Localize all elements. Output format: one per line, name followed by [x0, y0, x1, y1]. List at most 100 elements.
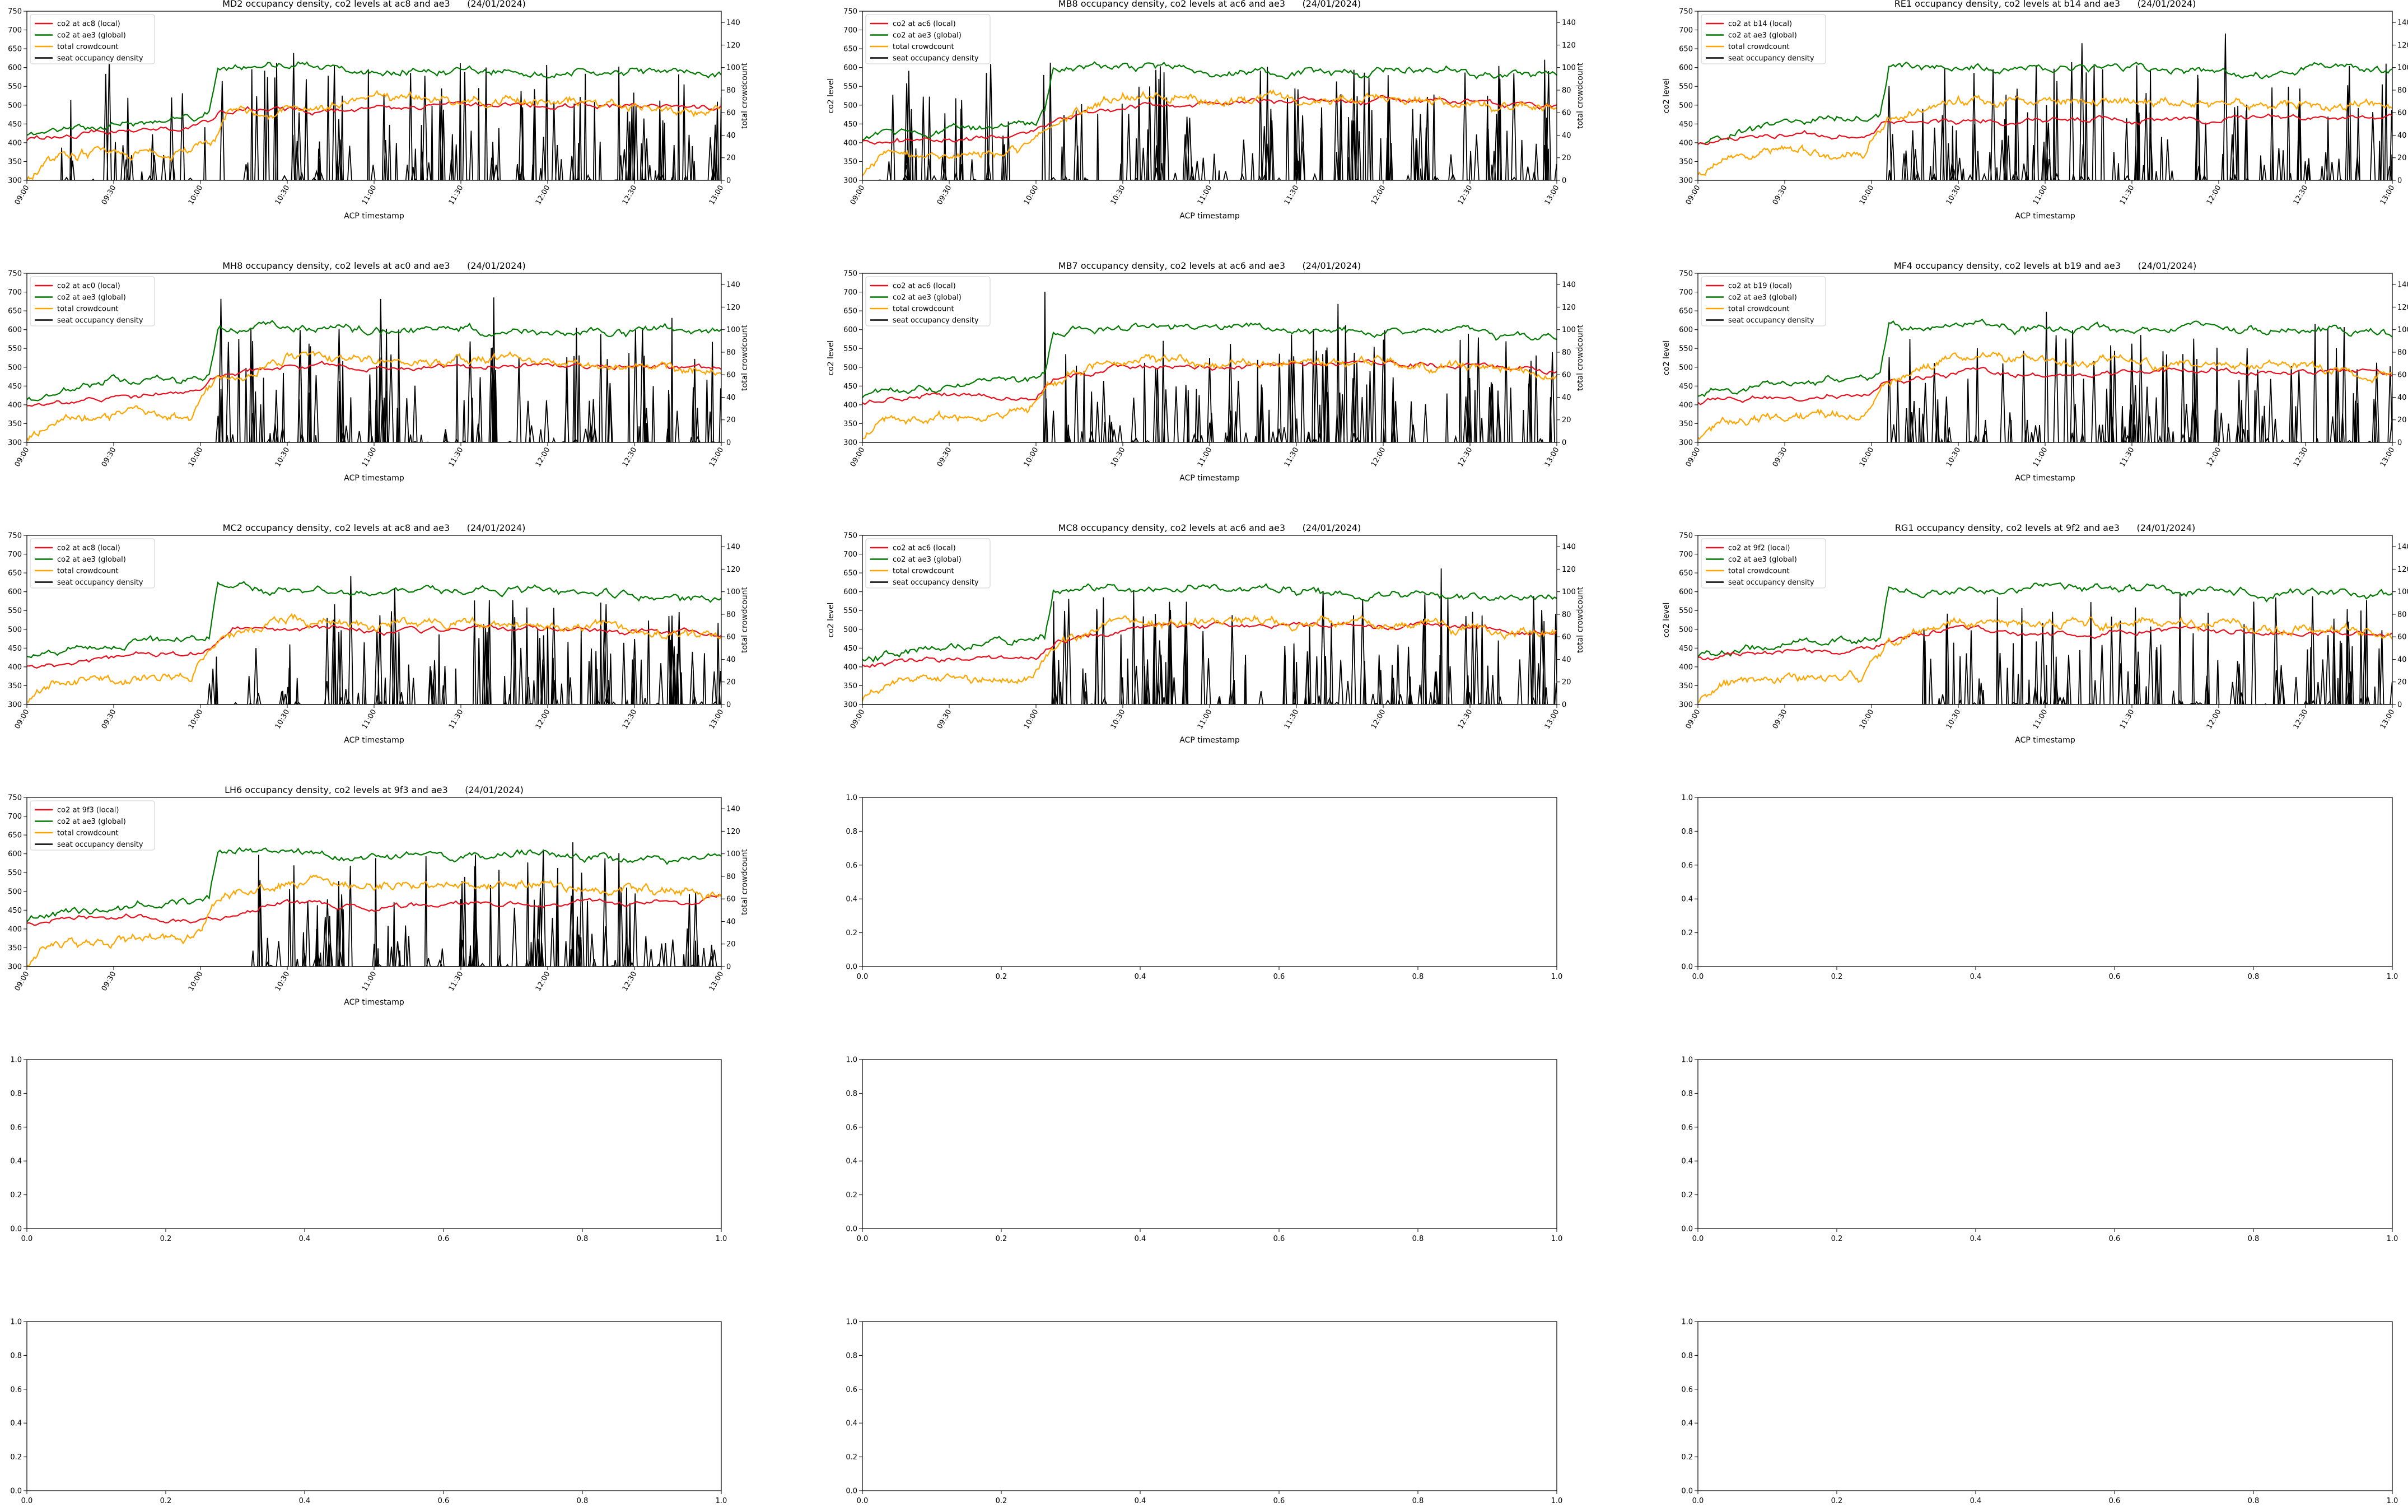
x-tick-label: 13:00 — [708, 446, 726, 469]
series-co2-global — [862, 322, 1557, 399]
legend-box — [30, 276, 155, 326]
series-co2-local — [27, 894, 721, 926]
y2-tick-label: 140 — [726, 543, 740, 552]
plot-area — [27, 576, 721, 704]
y2-tick-label: 80 — [2397, 610, 2407, 619]
legend-box — [30, 800, 155, 851]
y-tick-label: 700 — [843, 550, 857, 559]
y-tick-label: 500 — [8, 101, 22, 110]
y-tick-label: 400 — [1679, 139, 1693, 147]
y-tick-label: 500 — [8, 888, 22, 896]
y2-axis-label: total crowdcount — [1576, 62, 1585, 129]
y2-tick-label: 40 — [1562, 656, 1571, 664]
y2-tick-label: 140 — [726, 281, 740, 290]
y-tick-label: 700 — [843, 26, 857, 35]
y-tick-label: 0.2 — [846, 1191, 857, 1200]
x-tick-label: 1.0 — [1551, 1235, 1563, 1243]
x-axis-label: ACP timestamp — [344, 998, 404, 1007]
legend-entry: co2 at ac6 (local) — [893, 20, 956, 29]
y-tick-label: 0.0 — [846, 1487, 857, 1496]
x-tick-label: 0.2 — [1831, 1497, 1843, 1505]
y-tick-label: 350 — [1679, 420, 1693, 428]
y-tick-label: 0.2 — [10, 1191, 22, 1200]
y-tick-label: 300 — [8, 439, 22, 447]
x-tick-label: 09:30 — [100, 708, 118, 731]
y-tick-label: 450 — [8, 382, 22, 391]
x-tick-label: 0.0 — [1692, 973, 1704, 981]
y-tick-label: 750 — [1679, 8, 1693, 16]
x-tick-label: 10:30 — [1109, 708, 1127, 731]
y-tick-label: 700 — [8, 26, 22, 35]
subplot-6: MF4 occupancy density, co2 levels at b19… — [1662, 260, 2408, 483]
x-tick-label: 12:00 — [2205, 184, 2223, 207]
y-tick-label: 0.8 — [846, 1352, 857, 1360]
y2-tick-label: 60 — [2397, 633, 2407, 642]
legend-entry: total crowdcount — [57, 305, 119, 314]
legend: co2 at 9f2 (local) co2 at ae3 (global) tot… — [1701, 538, 1826, 589]
plot-area — [862, 568, 1557, 704]
legend-box — [865, 14, 991, 64]
y-tick-label: 700 — [8, 813, 22, 821]
x-tick-label: 13:00 — [1543, 184, 1561, 207]
legend-entry: co2 at b19 (local) — [1728, 282, 1792, 291]
x-tick-label: 10:30 — [1945, 446, 1963, 469]
y-tick-label: 450 — [843, 382, 857, 391]
y-tick-label: 350 — [1679, 158, 1693, 166]
x-tick-label: 0.6 — [2109, 1235, 2121, 1243]
x-tick-label: 11:30 — [1283, 708, 1301, 731]
y2-tick-label: 100 — [726, 588, 740, 596]
y-tick-label: 0.8 — [1681, 1090, 1693, 1098]
y2-tick-label: 100 — [1562, 64, 1576, 72]
legend-entry: co2 at ae3 (global) — [893, 556, 962, 564]
x-tick-label: 11:30 — [447, 446, 465, 469]
x-tick-label: 1.0 — [2387, 1497, 2398, 1505]
y-tick-label: 0.0 — [10, 1225, 22, 1234]
x-tick-label: 11:00 — [361, 184, 379, 207]
y2-tick-label: 60 — [2397, 109, 2407, 118]
y-tick-label: 0.8 — [846, 1090, 857, 1098]
subplot-11: 0.00.0 0.2 0.2 0.4 0.4 0.6 0.6 0.8 0.8 1.0 1.0 — [846, 794, 1562, 982]
y-tick-label: 350 — [843, 420, 857, 428]
x-tick-label: 0.6 — [1273, 973, 1285, 981]
y-tick-label: 750 — [8, 8, 22, 16]
y-tick-label: 400 — [1679, 663, 1693, 671]
legend-entry: seat occupancy density — [893, 578, 979, 587]
series-co2-global — [27, 581, 721, 659]
x-tick-label: 0.2 — [160, 1497, 172, 1505]
y2-tick-label: 80 — [1562, 610, 1571, 619]
y2-tick-label: 0 — [2397, 701, 2402, 710]
x-tick-label: 0.0 — [857, 973, 869, 981]
series-co2-local — [862, 621, 1557, 668]
y2-tick-label: 120 — [726, 41, 740, 50]
series-co2-global — [862, 61, 1557, 141]
x-tick-label: 0.4 — [1135, 1497, 1146, 1505]
chart-title: MB7 occupancy density, co2 levels at ac6… — [1058, 260, 1361, 271]
chart-title: MH8 occupancy density, co2 levels at ac0… — [222, 260, 526, 271]
y2-tick-label: 60 — [726, 109, 736, 118]
legend-entry: co2 at ae3 (global) — [57, 818, 126, 826]
y-tick-label: 600 — [1679, 64, 1693, 72]
y2-tick-label: 120 — [726, 828, 740, 836]
x-tick-label: 11:00 — [1196, 184, 1214, 207]
legend-entry: co2 at ac6 (local) — [893, 544, 956, 553]
y-tick-label: 0.2 — [846, 1453, 857, 1462]
plot-area — [27, 842, 721, 967]
y2-tick-label: 140 — [726, 19, 740, 27]
series-co2-global — [862, 583, 1557, 663]
y-tick-label: 0.0 — [10, 1487, 22, 1496]
y-tick-label: 350 — [1679, 682, 1693, 690]
legend-entry: co2 at ae3 (global) — [57, 556, 126, 564]
y-tick-label: 700 — [1679, 288, 1693, 297]
y-axis-label: co2 level — [827, 78, 836, 114]
y-tick-label: 300 — [8, 177, 22, 185]
y-tick-label: 300 — [8, 963, 22, 972]
series-total-crowdcount — [1698, 616, 2392, 703]
legend-box — [1701, 538, 1826, 589]
x-tick-label: 1.0 — [1551, 1497, 1563, 1505]
plot-area — [27, 297, 721, 442]
subplot-5: MB7 occupancy density, co2 levels at ac6… — [827, 260, 1585, 483]
y-tick-label: 550 — [8, 607, 22, 615]
x-tick-label: 0.6 — [2109, 973, 2121, 981]
legend-box — [865, 538, 991, 589]
series-seat-occupancy-density — [1698, 311, 2392, 442]
